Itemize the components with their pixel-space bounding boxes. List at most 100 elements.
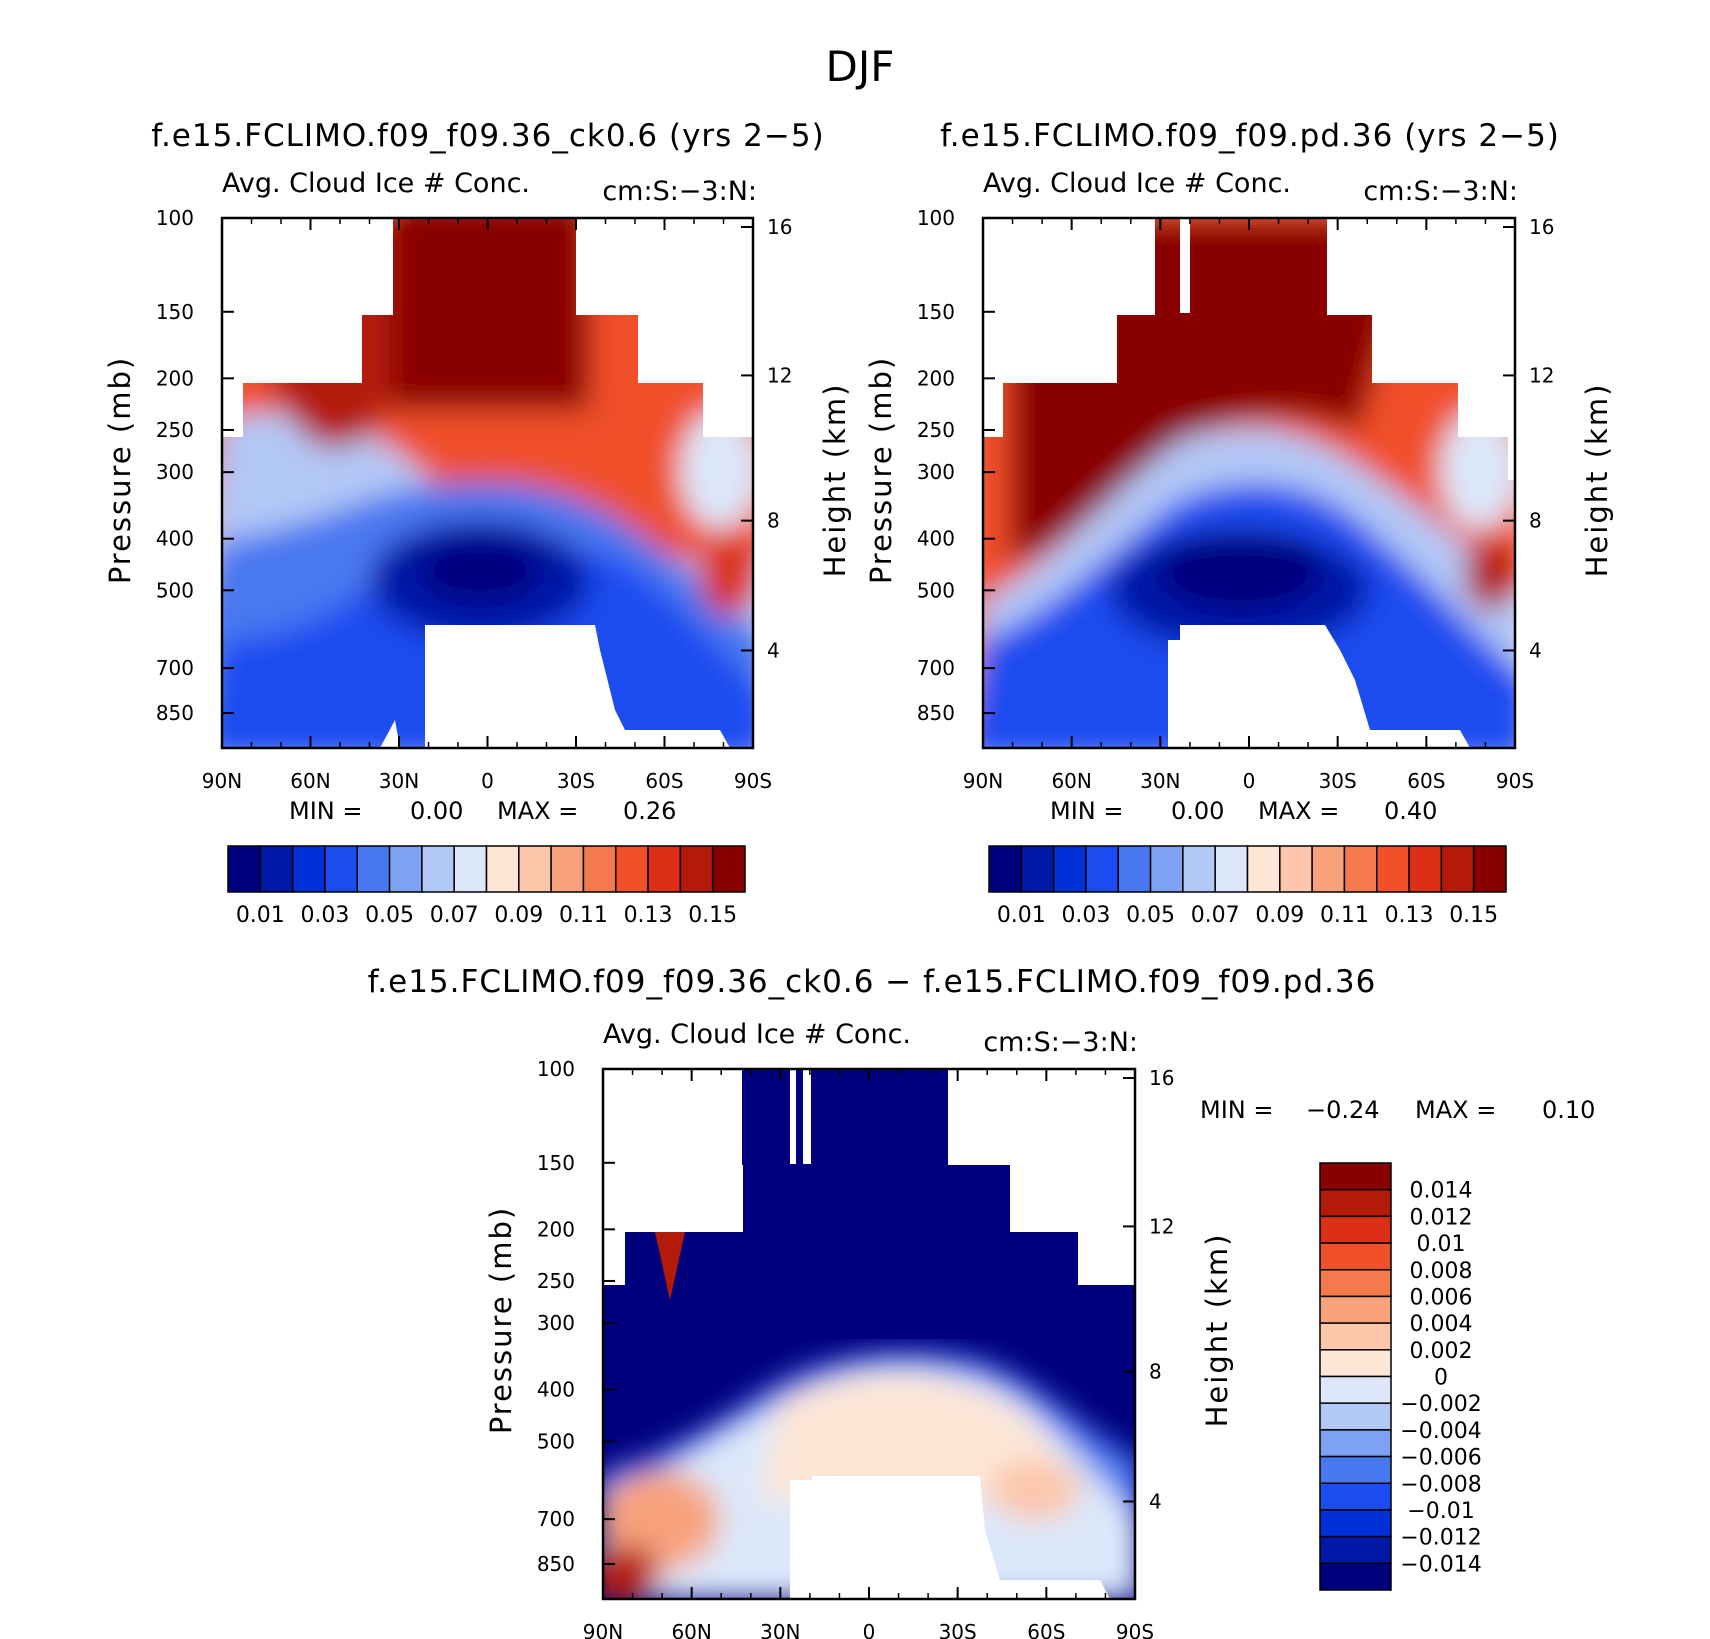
panel-1-title: f.e15.FCLIMO.f09_f09.36_ck0.6 (yrs 2−5): [151, 118, 824, 154]
panel-2-plot-area: [983, 218, 1515, 748]
y-tick-label: 300: [917, 460, 955, 484]
panel-2-min-value: 0.00: [1171, 797, 1224, 825]
colorbar-label: −0.014: [1400, 1552, 1481, 1577]
colorbar-label: −0.008: [1400, 1472, 1481, 1497]
y2-tick-label: 4: [1529, 638, 1542, 662]
panel-3-colorbar: 0.0140.0120.010.0080.0060.0040.0020−0.00…: [1319, 1162, 1482, 1591]
x-tick-label: 30N: [379, 769, 419, 793]
y-tick-label: 200: [917, 366, 955, 390]
panel-3-ylabel: Pressure (mb): [484, 1206, 518, 1434]
colorbar-box: [1319, 1482, 1392, 1511]
colorbar-label: 0.01: [997, 903, 1046, 928]
y2-tick-label: 8: [767, 509, 780, 533]
colorbar-box: [1376, 845, 1410, 893]
x-tick-label: 30N: [760, 1620, 800, 1639]
colorbar-label: 0.004: [1410, 1312, 1473, 1337]
colorbar-box: [1319, 1322, 1392, 1351]
colorbar-label: 0.014: [1410, 1179, 1473, 1204]
panel-1-right-label: cm:S:−3:N:: [602, 176, 757, 207]
y2-tick-label: 4: [767, 638, 780, 662]
x-tick-label: 90S: [1496, 769, 1534, 793]
colorbar-box: [1214, 845, 1249, 893]
panel-2-left-label: Avg. Cloud Ice # Conc.: [983, 168, 1291, 199]
panel-3: f.e15.FCLIMO.f09_f09.36_ck0.6 − f.e15.FC…: [368, 964, 1596, 1639]
colorbar-label: −0.004: [1400, 1419, 1481, 1444]
y-tick-label: 850: [917, 701, 955, 725]
x-tick-label: 30S: [557, 769, 595, 793]
panel-1-ylabel: Pressure (mb): [103, 356, 137, 584]
panel-2-ylabel: Pressure (mb): [864, 356, 898, 584]
colorbar-box: [1319, 1242, 1392, 1271]
colorbar-box: [1319, 1509, 1392, 1538]
y-tick-label: 300: [156, 460, 194, 484]
x-tick-label: 90N: [963, 769, 1003, 793]
y-tick-label: 500: [156, 578, 194, 602]
panel-3-min-label: MIN =: [1200, 1096, 1273, 1124]
y-tick-label: 100: [537, 1057, 575, 1081]
colorbar-box: [1319, 1188, 1392, 1218]
panel-3-axes: 90N 60N 30N 0 30S 60S 90S 100 150 200 250 300 400 500…: [537, 1057, 1175, 1639]
x-tick-label: 60S: [645, 769, 683, 793]
y-tick-label: 200: [537, 1217, 575, 1241]
x-tick-label: 30S: [1319, 769, 1357, 793]
colorbar-box: [1182, 845, 1216, 893]
colorbar-box: [324, 845, 358, 893]
main-title: DJF: [826, 42, 895, 91]
x-tick-label: 30S: [939, 1620, 977, 1639]
colorbar-label: 0.09: [1255, 903, 1304, 928]
colorbar-label: 0.11: [1320, 903, 1369, 928]
y-tick-label: 250: [156, 418, 194, 442]
x-tick-label: 60N: [290, 769, 330, 793]
colorbar-label: 0.13: [624, 903, 673, 928]
panel-1-colorbar: 0.01 0.03 0.05 0.07 0.09 0.11 0.13 0.15: [227, 845, 746, 928]
colorbar-label: 0.07: [430, 903, 479, 928]
y-tick-label: 250: [917, 418, 955, 442]
colorbar-label: −0.012: [1400, 1526, 1481, 1551]
colorbar-box: [1408, 845, 1443, 893]
colorbar-label: 0.15: [688, 903, 737, 928]
y-tick-label: 850: [156, 701, 194, 725]
colorbar-label: −0.006: [1400, 1446, 1481, 1471]
panel-1-max-value: 0.26: [623, 797, 676, 825]
y-tick-label: 100: [156, 206, 194, 230]
y-tick-label: 400: [917, 527, 955, 551]
y-tick-label: 500: [917, 578, 955, 602]
x-tick-label: 90S: [1116, 1620, 1154, 1639]
panel-3-left-label: Avg. Cloud Ice # Conc.: [603, 1019, 911, 1050]
panel-1: f.e15.FCLIMO.f09_f09.36_ck0.6 (yrs 2−5) …: [103, 118, 852, 928]
panel-3-min-value: −0.24: [1306, 1096, 1380, 1124]
y2-tick-label: 12: [767, 363, 792, 387]
panel-2-title: f.e15.FCLIMO.f09_f09.pd.36 (yrs 2−5): [940, 118, 1560, 154]
colorbar-box: [615, 845, 649, 893]
panel-2-max-value: 0.40: [1384, 797, 1437, 825]
y-tick-label: 100: [917, 206, 955, 230]
y-tick-label: 150: [156, 300, 194, 324]
colorbar-box: [1319, 1215, 1392, 1244]
panel-1-max-label: MAX =: [497, 797, 578, 825]
colorbar-label: 0.15: [1449, 903, 1498, 928]
colorbar-label: −0.01: [1407, 1499, 1474, 1524]
colorbar-box: [356, 845, 391, 893]
colorbar-label: 0.05: [365, 903, 414, 928]
y-tick-label: 700: [156, 656, 194, 680]
colorbar-label: −0.002: [1400, 1392, 1481, 1417]
colorbar-box: [1149, 845, 1184, 893]
panel-2-right-label: cm:S:−3:N:: [1363, 176, 1518, 207]
colorbar-box: [647, 845, 682, 893]
colorbar-box: [1279, 845, 1313, 893]
y-tick-label: 150: [917, 300, 955, 324]
panel-2-y2label: Height (km): [1580, 383, 1614, 578]
panel-1-left-label: Avg. Cloud Ice # Conc.: [222, 168, 530, 199]
panel-2-min-label: MIN =: [1050, 797, 1123, 825]
panel-1-plot-area: [222, 218, 753, 748]
y-tick-label: 700: [537, 1507, 575, 1531]
colorbar-box: [1319, 1402, 1392, 1431]
colorbar-box: [1052, 845, 1087, 893]
colorbar-box: [679, 845, 714, 893]
x-tick-label: 0: [1243, 769, 1256, 793]
y-tick-label: 150: [537, 1151, 575, 1175]
y2-tick-label: 16: [767, 215, 792, 239]
colorbar-box: [485, 845, 520, 893]
panel-1-y2label: Height (km): [818, 383, 852, 578]
panel-3-right-label: cm:S:−3:N:: [983, 1027, 1138, 1058]
